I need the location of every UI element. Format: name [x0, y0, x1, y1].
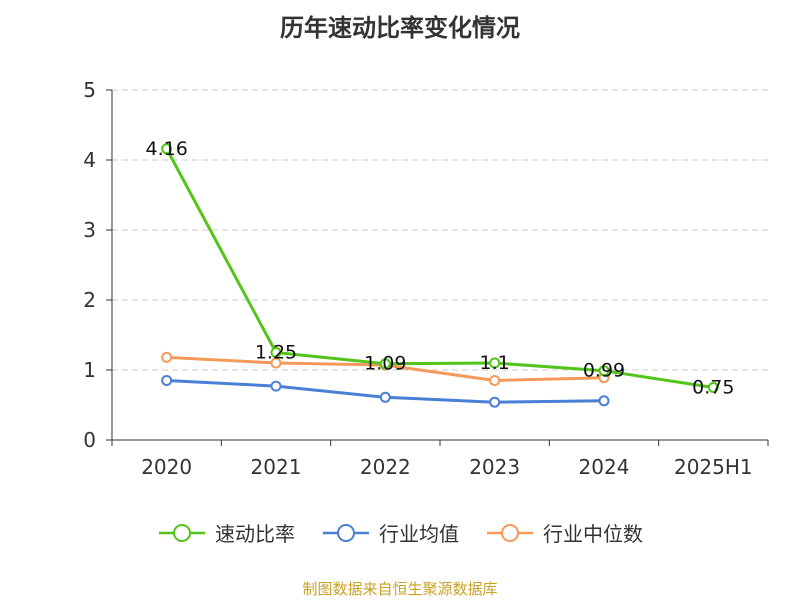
x-tick-label-0: 2020 [141, 455, 192, 479]
legend-marker-0 [173, 523, 191, 542]
series-1-point-1 [270, 380, 282, 392]
series-1-point-3 [489, 396, 501, 408]
legend-marker-2 [501, 523, 519, 542]
data-label-5: 0.75 [692, 377, 734, 399]
data-label-4: 0.99 [583, 360, 625, 382]
series-2-point-1 [270, 357, 282, 369]
y-tick-label-0: 0 [83, 428, 96, 452]
series-1-point-4 [598, 395, 610, 407]
y-tick-label-1: 1 [83, 358, 96, 382]
source-note: 制图数据来自恒生聚源数据库 [302, 580, 498, 598]
series-1-point-2 [379, 391, 391, 403]
x-tick-label-4: 2024 [579, 455, 630, 479]
legend-swatch-1 [323, 523, 369, 542]
legend-marker-1 [337, 523, 355, 542]
legend: 速动比率 行业均值 行业中位数 [0, 518, 800, 547]
data-label-3: 1.1 [480, 352, 510, 374]
legend-label-1: 行业均值 [379, 522, 459, 546]
series-line-0 [165, 148, 714, 389]
x-tick-label-5: 2025H1 [674, 455, 753, 479]
series-0-point-3 [489, 357, 501, 369]
series-0-point-1 [270, 347, 282, 358]
legend-item-1[interactable]: 行业均值 [321, 518, 459, 547]
series-2-point-0 [161, 351, 173, 363]
series-0-point-4 [598, 365, 610, 377]
data-label-1: 1.25 [255, 342, 297, 364]
legend-swatch-0 [159, 523, 205, 542]
series-0-point-0 [161, 143, 173, 155]
y-tick-label-4: 4 [83, 148, 96, 172]
data-labels: 4.16 1.25 1.09 1.1 0.99 0.75 [146, 138, 735, 399]
y-tick-label-5: 5 [83, 78, 96, 102]
axes: 0 1 2 3 4 5 2020 2021 2022 2023 2024 2025H1 [83, 78, 769, 479]
x-tick-label-3: 2023 [469, 455, 520, 479]
series-0-point-5 [707, 382, 719, 393]
legend-label-0: 速动比率 [215, 522, 295, 546]
x-tick-label-2: 2022 [360, 455, 411, 479]
data-label-2: 1.09 [364, 353, 406, 375]
data-label-0: 4.16 [146, 138, 188, 160]
x-tick-label-1: 2021 [251, 455, 302, 479]
legend-label-2: 行业中位数 [543, 522, 643, 546]
legend-item-2[interactable]: 行业中位数 [485, 518, 643, 547]
series-1-point-0 [161, 375, 173, 386]
y-tick-label-3: 3 [83, 218, 96, 242]
series-0-point-2 [379, 358, 391, 370]
series-group [161, 143, 719, 408]
series-2-point-3 [489, 375, 501, 386]
chart-title: 历年速动比率变化情况 [280, 14, 520, 42]
legend-swatch-2 [487, 523, 533, 542]
legend-item-0[interactable]: 速动比率 [157, 518, 295, 547]
y-tick-label-2: 2 [83, 288, 96, 312]
